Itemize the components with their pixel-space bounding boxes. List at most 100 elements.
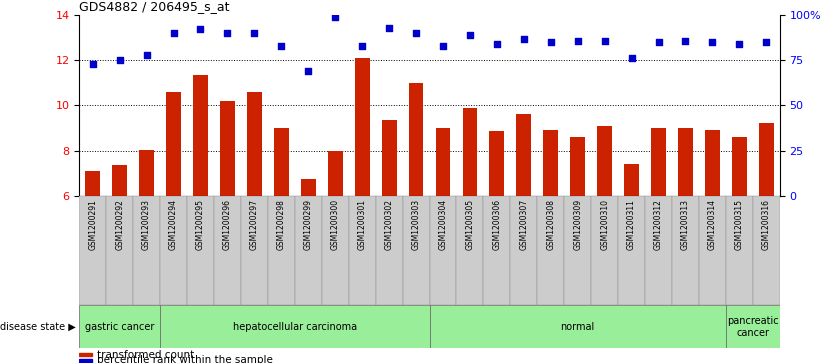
FancyBboxPatch shape [510, 196, 537, 305]
Bar [113, 166, 127, 196]
Bar [570, 137, 585, 196]
Point [544, 39, 557, 45]
Text: gastric cancer: gastric cancer [85, 322, 154, 332]
Bar [409, 82, 424, 196]
Point [302, 68, 315, 74]
Text: GSM1200313: GSM1200313 [681, 199, 690, 250]
Bar [85, 171, 100, 196]
Text: disease state ▶: disease state ▶ [0, 322, 76, 332]
Point [571, 38, 585, 44]
Point [167, 30, 180, 36]
Text: GSM1200314: GSM1200314 [708, 199, 717, 250]
Text: GDS4882 / 206495_s_at: GDS4882 / 206495_s_at [79, 0, 229, 13]
Bar [759, 123, 774, 196]
FancyBboxPatch shape [160, 305, 430, 348]
Bar [544, 130, 558, 196]
Text: normal: normal [560, 322, 595, 332]
Point [140, 52, 153, 58]
Text: GSM1200291: GSM1200291 [88, 199, 98, 250]
Text: hepatocellular carcinoma: hepatocellular carcinoma [233, 322, 357, 332]
FancyBboxPatch shape [726, 196, 753, 305]
Point [193, 26, 207, 32]
Point [733, 41, 746, 47]
Text: GSM1200307: GSM1200307 [520, 199, 528, 250]
FancyBboxPatch shape [79, 196, 106, 305]
Text: GSM1200302: GSM1200302 [384, 199, 394, 250]
FancyBboxPatch shape [241, 196, 268, 305]
Text: GSM1200300: GSM1200300 [331, 199, 339, 250]
FancyBboxPatch shape [456, 196, 484, 305]
Text: percentile rank within the sample: percentile rank within the sample [97, 355, 273, 363]
Bar [79, 359, 92, 362]
Point [409, 30, 423, 36]
FancyBboxPatch shape [294, 196, 322, 305]
Text: GSM1200298: GSM1200298 [277, 199, 286, 250]
FancyBboxPatch shape [430, 305, 726, 348]
Bar [624, 164, 639, 196]
Text: GSM1200292: GSM1200292 [115, 199, 124, 250]
FancyBboxPatch shape [672, 196, 699, 305]
Text: GSM1200301: GSM1200301 [358, 199, 367, 250]
Bar [516, 114, 531, 196]
Text: GSM1200316: GSM1200316 [761, 199, 771, 250]
Point [706, 39, 719, 45]
FancyBboxPatch shape [106, 196, 133, 305]
Text: GSM1200305: GSM1200305 [465, 199, 475, 250]
Bar [382, 120, 396, 196]
Point [436, 44, 450, 49]
Bar [274, 128, 289, 196]
Bar [193, 75, 208, 196]
Point [355, 44, 369, 49]
FancyBboxPatch shape [591, 196, 618, 305]
FancyBboxPatch shape [79, 305, 160, 348]
Bar [139, 150, 154, 196]
Point [329, 14, 342, 20]
Bar [354, 58, 369, 196]
Text: GSM1200293: GSM1200293 [142, 199, 151, 250]
Text: transformed count: transformed count [97, 350, 194, 360]
FancyBboxPatch shape [349, 196, 375, 305]
FancyBboxPatch shape [537, 196, 565, 305]
Bar [463, 107, 477, 196]
FancyBboxPatch shape [430, 196, 456, 305]
Bar [220, 101, 235, 196]
Text: GSM1200295: GSM1200295 [196, 199, 205, 250]
Text: GSM1200315: GSM1200315 [735, 199, 744, 250]
FancyBboxPatch shape [403, 196, 430, 305]
Text: GSM1200304: GSM1200304 [439, 199, 448, 250]
Point [383, 25, 396, 31]
FancyBboxPatch shape [214, 196, 241, 305]
Point [86, 61, 99, 68]
Point [248, 30, 261, 36]
FancyBboxPatch shape [753, 196, 780, 305]
Point [679, 38, 692, 44]
Text: pancreatic
cancer: pancreatic cancer [727, 316, 779, 338]
Point [598, 38, 611, 44]
Point [652, 39, 666, 45]
Text: GSM1200312: GSM1200312 [654, 199, 663, 250]
Point [625, 55, 638, 61]
Point [274, 44, 288, 49]
FancyBboxPatch shape [565, 196, 591, 305]
Text: GSM1200297: GSM1200297 [250, 199, 259, 250]
FancyBboxPatch shape [322, 196, 349, 305]
Bar [79, 353, 92, 356]
Point [221, 30, 234, 36]
Text: GSM1200311: GSM1200311 [627, 199, 636, 250]
Bar [678, 128, 693, 196]
FancyBboxPatch shape [726, 305, 780, 348]
Bar [328, 151, 343, 196]
Text: GSM1200309: GSM1200309 [573, 199, 582, 250]
FancyBboxPatch shape [187, 196, 214, 305]
FancyBboxPatch shape [133, 196, 160, 305]
FancyBboxPatch shape [645, 196, 672, 305]
Text: GSM1200294: GSM1200294 [169, 199, 178, 250]
Bar [247, 92, 262, 196]
FancyBboxPatch shape [268, 196, 294, 305]
Point [463, 32, 476, 38]
FancyBboxPatch shape [160, 196, 187, 305]
Text: GSM1200303: GSM1200303 [411, 199, 420, 250]
Point [760, 39, 773, 45]
FancyBboxPatch shape [699, 196, 726, 305]
Text: GSM1200306: GSM1200306 [492, 199, 501, 250]
